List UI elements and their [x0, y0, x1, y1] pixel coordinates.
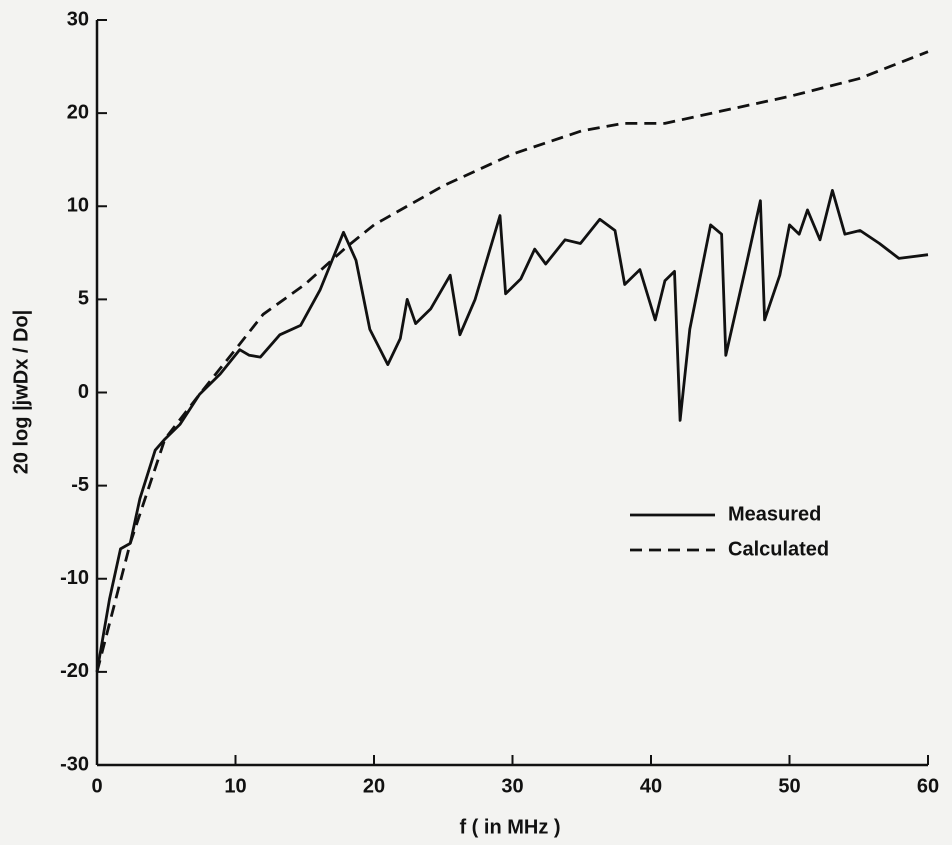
series-line [95, 50, 929, 673]
y-tick-label: -10 [60, 567, 89, 589]
y-tick-label: -20 [60, 660, 89, 682]
y-tick-label: 10 [67, 195, 89, 217]
legend-label: Measured [728, 503, 821, 525]
x-tick-label: 40 [640, 775, 662, 797]
legend-label: Calculated [728, 538, 829, 560]
x-tick-label: 10 [224, 775, 246, 797]
y-tick-label: -30 [60, 753, 89, 775]
y-tick-label: -5 [71, 474, 89, 496]
y-tick-label: 0 [78, 381, 89, 403]
x-tick-label: 30 [501, 775, 523, 797]
y-tick-label: 5 [78, 288, 89, 310]
y-axis-label: 20 log |jwDx / Do| [10, 310, 32, 475]
y-tick-label: 20 [67, 101, 89, 123]
x-axis-label: f ( in MHz ) [459, 816, 560, 838]
y-tick-label: 30 [67, 8, 89, 30]
x-tick-label: 60 [917, 775, 939, 797]
x-tick-label: 0 [91, 775, 102, 797]
x-tick-label: 50 [778, 775, 800, 797]
x-tick-label: 20 [363, 775, 385, 797]
series-line [95, 189, 929, 673]
